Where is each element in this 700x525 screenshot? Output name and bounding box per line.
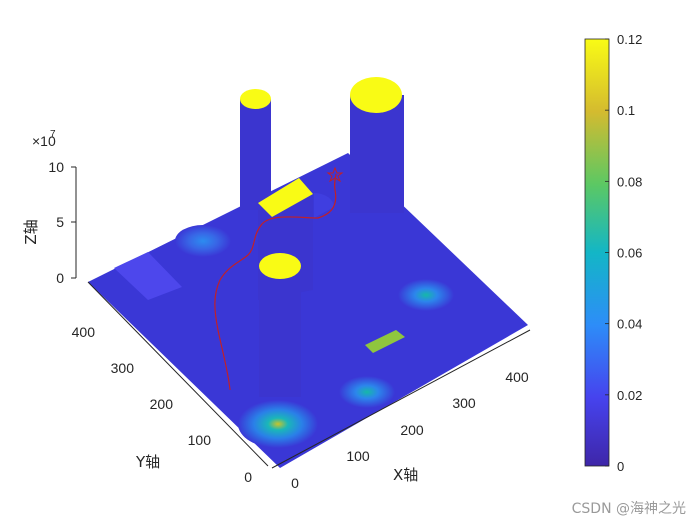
obstacle-cap [258, 178, 313, 217]
z-tick-label: 0 [56, 270, 64, 286]
threat-zone [238, 400, 318, 448]
threat-zone [175, 225, 231, 257]
colorbar-tick-label: 0.06 [617, 246, 642, 261]
colorbar-tick-label: 0.08 [617, 174, 642, 189]
obstacle-halfdisc [314, 193, 334, 218]
y-tick-label: 100 [188, 432, 212, 448]
threat-zone [339, 376, 395, 408]
z-tick-label: 5 [56, 214, 64, 230]
y-axis [87, 281, 269, 467]
planned-path [214, 173, 337, 391]
x-tick-label: 100 [346, 448, 370, 464]
colorbar-tick-label: 0.12 [617, 32, 642, 47]
y-tick-label: 400 [72, 324, 96, 340]
z-exponent-power: 7 [50, 129, 56, 140]
y-axis-label: Y轴 [135, 453, 160, 471]
colorbar-tick-label: 0 [617, 459, 624, 474]
obstacle-cap [350, 77, 402, 113]
colorbar-tick-label: 0.04 [617, 317, 642, 332]
obstacle-cylinder [259, 266, 301, 397]
colorbar-tick-label: 0.02 [617, 388, 642, 403]
y-tick-label: 300 [111, 360, 135, 376]
low-obstacle [114, 252, 182, 300]
x-tick-label: 200 [400, 422, 424, 438]
x-axis-label: X轴 [393, 466, 418, 484]
low-obstacle [365, 330, 405, 353]
z-axis-label: Z轴 [22, 219, 40, 244]
y-tick-label: 0 [244, 469, 252, 485]
obstacle-cylinder [240, 99, 271, 210]
obstacle-cap [259, 253, 301, 279]
obstacle-cylinder [350, 95, 404, 213]
colorbar-ticks: 0 0.02 0.04 0.06 0.08 0.1 0.12 [605, 32, 642, 474]
x-axis [271, 329, 531, 469]
threat-zone [398, 279, 454, 311]
x-tick-label: 0 [291, 475, 299, 491]
goal-star-icon [326, 166, 344, 183]
x-tick-label: 400 [505, 369, 529, 385]
z-exponent-base: ×10 [32, 133, 56, 149]
z-tick-label: 10 [48, 159, 64, 175]
watermark: CSDN @海神之光 [572, 501, 686, 517]
obstacle-cap [240, 89, 271, 109]
x-tick-label: 300 [452, 395, 476, 411]
y-tick-label: 200 [150, 396, 174, 412]
colorbar-tick-label: 0.1 [617, 103, 635, 118]
